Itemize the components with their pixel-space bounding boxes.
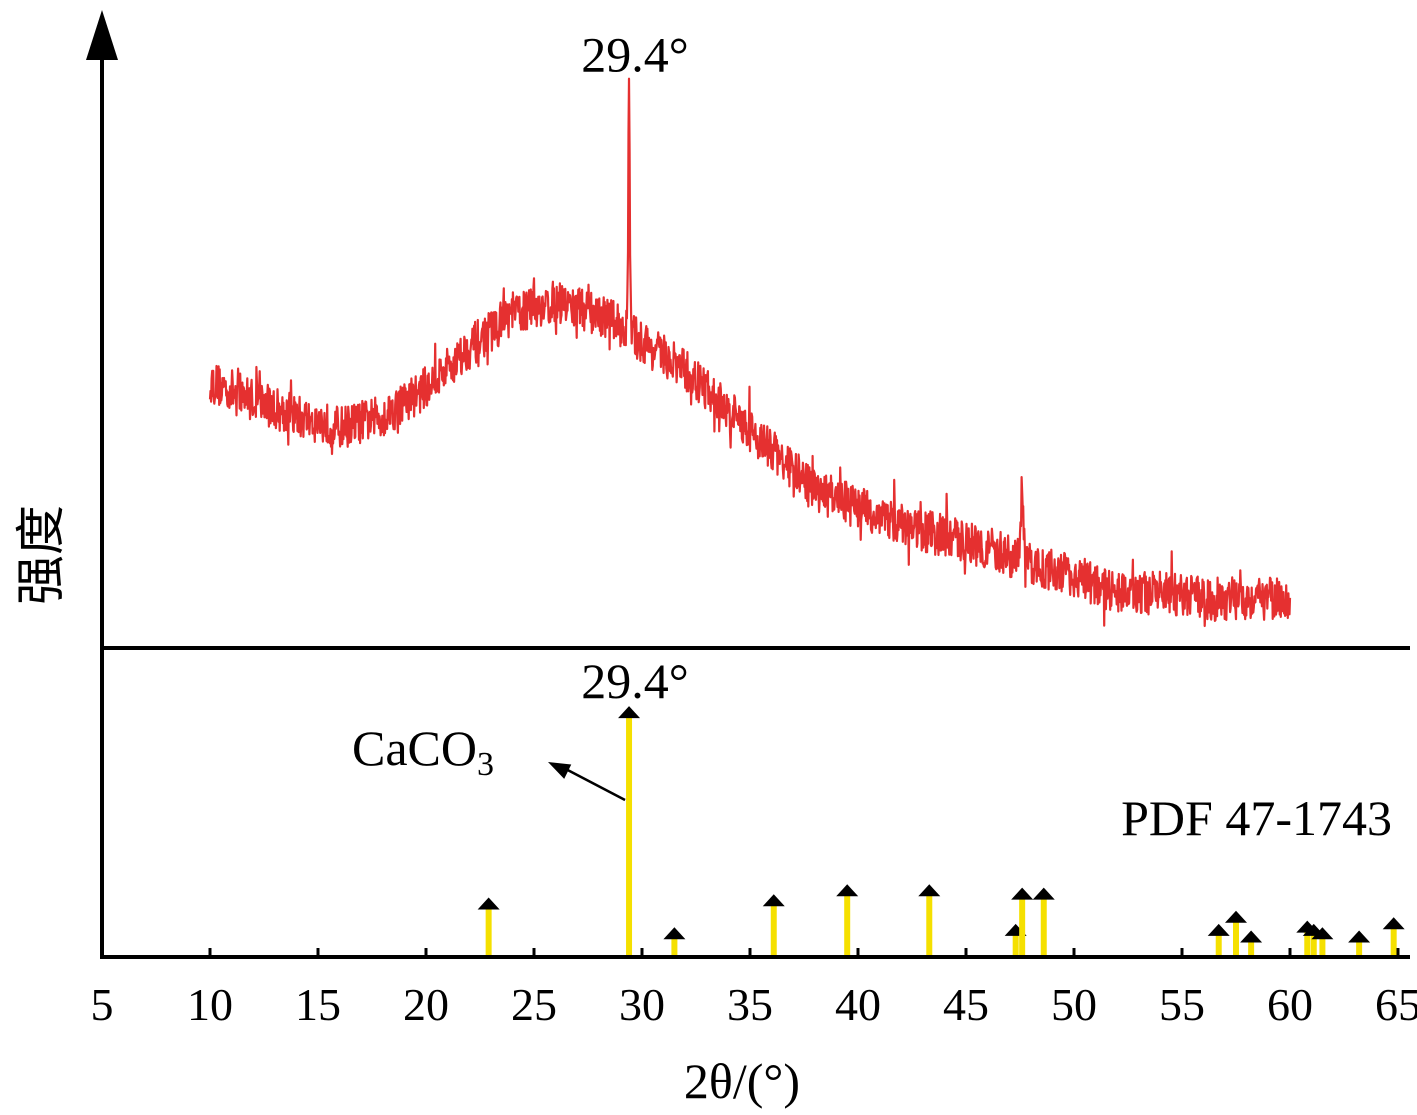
- x-tick-label: 55: [1159, 979, 1205, 1030]
- x-axis-label: 2θ/(°): [684, 1053, 800, 1109]
- reference-stick-marker: [1225, 910, 1247, 923]
- y-axis-label: 强度: [12, 505, 70, 605]
- x-tick-label: 40: [835, 979, 881, 1030]
- pdf-card-label: PDF 47-1743: [1121, 790, 1392, 846]
- reference-stick-marker: [1011, 887, 1034, 900]
- pattern-peak-label: 29.4°: [581, 26, 689, 82]
- reference-stick-marker: [663, 927, 686, 940]
- y-axis-arrowhead: [86, 10, 118, 60]
- reference-stick-marker: [477, 897, 500, 910]
- reference-stick-marker: [618, 706, 641, 719]
- x-tick-label: 50: [1051, 979, 1097, 1030]
- reference-stick-marker: [1348, 930, 1371, 943]
- reference-stick-marker: [1240, 930, 1263, 943]
- x-tick-label: 10: [187, 979, 233, 1030]
- x-tick-label: 5: [91, 979, 114, 1030]
- annotations: 29.4° 29.4° CaCO3 PDF 47-1743: [352, 26, 1392, 846]
- phase-arrow: [559, 764, 626, 802]
- x-tick-label: 35: [727, 979, 773, 1030]
- phase-arrowhead: [548, 762, 572, 779]
- reference-stick-marker: [1382, 917, 1405, 930]
- reference-stick-marker: [1032, 887, 1055, 900]
- phase-label: CaCO3: [352, 720, 494, 783]
- x-tick-label: 15: [295, 979, 341, 1030]
- phase-subscript: 3: [477, 746, 494, 783]
- reference-stick-marker: [1311, 927, 1334, 940]
- reference-stick-marker: [918, 884, 941, 897]
- axes: [86, 10, 1410, 959]
- x-tick-label: 60: [1267, 979, 1313, 1030]
- x-tick-label: 65: [1375, 979, 1417, 1030]
- x-tick-label: 25: [511, 979, 557, 1030]
- x-axis-ticks: 5 10 15 20 25 30 35 40 45 50 55 60 65: [91, 948, 1417, 1030]
- xrd-pattern-line: [208, 77, 1292, 628]
- reference-peak-label: 29.4°: [581, 653, 689, 709]
- reference-sticks: [477, 706, 1405, 957]
- reference-stick-marker: [836, 884, 859, 897]
- x-tick-label: 20: [403, 979, 449, 1030]
- x-tick-label: 30: [619, 979, 665, 1030]
- phase-formula: CaCO: [352, 720, 477, 776]
- reference-stick-marker: [1207, 923, 1230, 936]
- x-tick-label: 45: [943, 979, 989, 1030]
- reference-stick-marker: [762, 894, 785, 907]
